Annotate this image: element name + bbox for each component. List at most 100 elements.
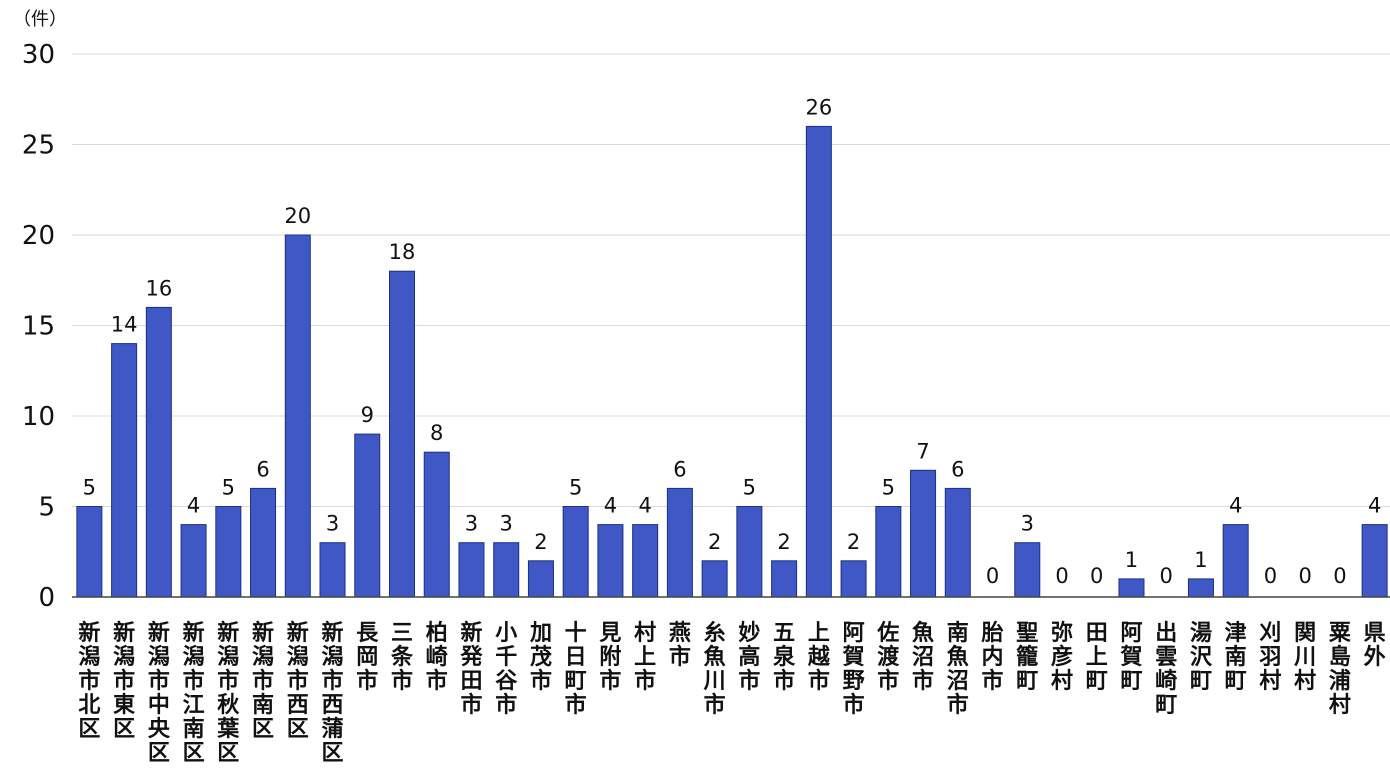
- category-label-char: 浦: [1329, 668, 1351, 694]
- category-label-char: 市: [947, 692, 969, 718]
- category-label-char: 町: [1086, 669, 1108, 694]
- category-label-31: 出雲崎町: [1155, 621, 1177, 718]
- bar-2: [145, 306, 172, 598]
- value-label-13: 2: [534, 530, 547, 554]
- category-label-char: 渡: [877, 644, 900, 670]
- bar-5: [250, 487, 277, 598]
- category-label-char: 五: [773, 621, 795, 646]
- category-label-26: 胎内市: [982, 620, 1004, 694]
- category-label-1: 新潟市東区: [113, 620, 135, 742]
- category-label-char: 川: [703, 669, 726, 694]
- category-label-char: 粟: [1329, 621, 1352, 646]
- value-label-16: 4: [638, 494, 651, 518]
- category-label-char: 野: [843, 669, 865, 694]
- category-label-char: 区: [148, 741, 170, 766]
- category-label-char: 村: [1259, 669, 1281, 694]
- category-label-char: 賀: [842, 645, 865, 670]
- value-label-24: 7: [916, 439, 929, 463]
- category-label-char: 市: [148, 668, 170, 694]
- category-label-9: 三条市: [390, 621, 414, 694]
- category-label-char: 市: [530, 668, 552, 694]
- category-label-char: 町: [1190, 669, 1212, 694]
- bar-27: [1014, 542, 1041, 598]
- category-label-char: 田: [1086, 621, 1108, 646]
- bar-37: [1361, 524, 1388, 598]
- category-label-37: 県外: [1364, 621, 1386, 670]
- bar-0: [76, 506, 103, 598]
- category-label-char: 潟: [78, 645, 100, 670]
- category-label-char: 見: [599, 621, 621, 646]
- category-label-char: 区: [78, 717, 100, 742]
- bar-20: [771, 560, 798, 598]
- bar-6: [284, 234, 311, 598]
- category-label-4: 新潟市秋葉区: [216, 620, 240, 766]
- category-label-char: 町: [565, 669, 587, 694]
- category-label-19: 妙高市: [738, 620, 760, 694]
- category-label-char: 高: [738, 644, 760, 670]
- category-label-36: 粟島浦村: [1329, 621, 1352, 718]
- category-label-char: 村: [1294, 669, 1316, 694]
- value-label-27: 3: [1021, 512, 1034, 536]
- value-label-6: 20: [284, 204, 311, 228]
- bar-13: [527, 560, 554, 598]
- category-label-char: 崎: [1155, 669, 1177, 694]
- category-label-char: 区: [183, 741, 205, 766]
- category-label-char: 弥: [1051, 620, 1073, 646]
- category-label-char: 聖: [1016, 621, 1038, 646]
- category-label-char: 津: [1225, 620, 1247, 646]
- value-label-4: 5: [222, 476, 235, 500]
- category-label-char: 潟: [148, 645, 170, 670]
- category-label-char: 西: [322, 693, 344, 718]
- category-label-char: 長: [356, 621, 379, 646]
- category-label-char: 市: [808, 668, 830, 694]
- value-label-25: 6: [951, 457, 964, 481]
- category-label-char: 越: [807, 645, 831, 670]
- category-label-char: 蒲: [322, 717, 344, 742]
- category-label-char: 市: [912, 668, 934, 694]
- category-label-28: 弥彦村: [1051, 620, 1073, 694]
- category-label-char: 市: [669, 644, 691, 670]
- category-label-char: 日: [565, 645, 587, 670]
- category-label-char: 町: [1155, 693, 1177, 718]
- category-label-char: 新: [113, 620, 135, 646]
- value-label-7: 3: [326, 512, 339, 536]
- category-label-7: 新潟市西蒲区: [322, 620, 344, 766]
- category-label-char: 市: [460, 692, 482, 718]
- category-label-char: 雲: [1155, 645, 1177, 670]
- y-tick-label-0: 0: [38, 583, 55, 613]
- value-label-34: 0: [1264, 564, 1277, 588]
- category-label-char: 泉: [773, 644, 796, 670]
- labels-layer: 5新潟市北区14新潟市東区16新潟市中央区4新潟市江南区5新潟市秋葉区6新潟市南…: [78, 95, 1385, 766]
- category-label-char: 上: [634, 645, 656, 670]
- bar-9: [388, 270, 416, 598]
- value-label-2: 16: [145, 276, 172, 300]
- category-label-char: 加: [529, 621, 552, 646]
- category-label-char: 市: [287, 668, 309, 694]
- category-label-12: 小千谷市: [495, 621, 518, 718]
- bar-3: [180, 524, 207, 598]
- category-label-10: 柏崎市: [426, 620, 448, 694]
- value-label-36: 0: [1333, 564, 1346, 588]
- category-label-char: 潟: [113, 645, 135, 670]
- category-label-char: 新: [287, 620, 309, 646]
- bar-22: [840, 560, 867, 598]
- value-label-19: 5: [743, 476, 756, 500]
- category-label-char: 小: [495, 621, 517, 646]
- bar-8: [354, 433, 381, 598]
- category-label-2: 新潟市中央区: [148, 620, 171, 766]
- category-label-17: 燕市: [669, 621, 691, 670]
- category-label-char: 発: [459, 645, 483, 670]
- category-label-char: 湯: [1190, 621, 1212, 646]
- value-label-28: 0: [1055, 564, 1068, 588]
- category-label-char: 町: [1120, 669, 1142, 694]
- bar-7: [319, 542, 346, 598]
- y-tick-label-25: 25: [22, 131, 55, 161]
- category-label-char: 糸: [704, 621, 726, 646]
- category-label-char: 潟: [217, 645, 239, 670]
- value-label-17: 6: [673, 457, 686, 481]
- bar-12: [493, 542, 520, 598]
- category-label-char: 新: [78, 620, 100, 646]
- bar-21: [805, 125, 832, 598]
- category-label-char: 条: [390, 644, 414, 670]
- y-tick-label-10: 10: [22, 402, 55, 432]
